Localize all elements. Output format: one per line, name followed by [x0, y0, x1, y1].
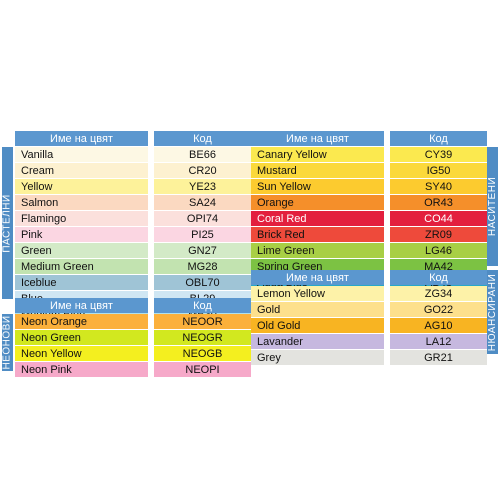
color-code: CO44: [390, 211, 487, 226]
color-row: Lavander LA12: [251, 334, 487, 349]
table-header: Име на цвят Код: [251, 270, 487, 285]
color-name: Grey: [251, 350, 384, 365]
color-code: NEOPI: [154, 362, 251, 377]
color-code: CR20: [154, 163, 251, 178]
table-header: Име на цвят Код: [251, 131, 487, 146]
color-row: Iceblue OBL70: [15, 275, 251, 290]
side-label-neon-text: НЕОНОВИ: [2, 315, 13, 370]
color-row: Lemon Yellow ZG34: [251, 286, 487, 301]
color-row: Cream CR20: [15, 163, 251, 178]
color-name: Neon Green: [15, 330, 148, 345]
color-code: ZR09: [390, 227, 487, 242]
color-code: AG10: [390, 318, 487, 333]
color-name: Vanilla: [15, 147, 148, 162]
table-nuanced: Име на цвят Код Lemon Yellow ZG34 Gold GO22 Ol…: [251, 270, 487, 366]
color-row: Neon Orange NEOOR: [15, 314, 251, 329]
color-row: Flamingo OPI74: [15, 211, 251, 226]
color-code: OBL70: [154, 275, 251, 290]
color-code: GN27: [154, 243, 251, 258]
side-label-nuanced: НЮАНСИРАНИ: [487, 270, 498, 354]
color-code: CY39: [390, 147, 487, 162]
color-code: NEOGB: [154, 346, 251, 361]
header-code: Код: [390, 270, 487, 285]
color-row: Grey GR21: [251, 350, 487, 365]
color-name: Salmon: [15, 195, 148, 210]
color-code: GR21: [390, 350, 487, 365]
color-code: SY40: [390, 179, 487, 194]
color-name: Pink: [15, 227, 148, 242]
side-label-intense: НАСИТЕНИ: [487, 147, 498, 266]
color-code: MG28: [154, 259, 251, 274]
color-code: YE23: [154, 179, 251, 194]
color-name: Gold: [251, 302, 384, 317]
color-row: Old Gold AG10: [251, 318, 487, 333]
side-label-neon: НЕОНОВИ: [2, 314, 13, 371]
color-code: NEOOR: [154, 314, 251, 329]
header-name: Име на цвят: [15, 131, 148, 146]
color-code: SA24: [154, 195, 251, 210]
header-code: Код: [154, 298, 251, 313]
color-name: Lemon Yellow: [251, 286, 384, 301]
color-code: OPI74: [154, 211, 251, 226]
side-label-pastel: ПАСТЕЛНИ: [2, 147, 13, 299]
color-name: Green: [15, 243, 148, 258]
color-name: Yellow: [15, 179, 148, 194]
color-row: Neon Pink NEOPI: [15, 362, 251, 377]
side-label-nuanced-text: НЮАНСИРАНИ: [487, 273, 498, 351]
header-name: Име на цвят: [251, 131, 384, 146]
color-name: Neon Yellow: [15, 346, 148, 361]
color-row: Brick Red ZR09: [251, 227, 487, 242]
color-name: Brick Red: [251, 227, 384, 242]
color-row: Salmon SA24: [15, 195, 251, 210]
color-name: Canary Yellow: [251, 147, 384, 162]
color-name: Sun Yellow: [251, 179, 384, 194]
table-intense: Име на цвят Код Canary Yellow CY39 Mustard IG…: [251, 131, 487, 291]
color-row: Orange OR43: [251, 195, 487, 210]
color-name: Medium Green: [15, 259, 148, 274]
color-row: Coral Red CO44: [251, 211, 487, 226]
color-row: Neon Yellow NEOGB: [15, 346, 251, 361]
color-row: Green GN27: [15, 243, 251, 258]
color-row: Yellow YE23: [15, 179, 251, 194]
color-row: Mustard IG50: [251, 163, 487, 178]
color-row: Canary Yellow CY39: [251, 147, 487, 162]
side-label-pastel-text: ПАСТЕЛНИ: [2, 193, 13, 253]
color-row: Neon Green NEOGR: [15, 330, 251, 345]
color-name: Flamingo: [15, 211, 148, 226]
header-code: Код: [154, 131, 251, 146]
color-row: Sun Yellow SY40: [251, 179, 487, 194]
table-neon: Име на цвят Код Neon Orange NEOOR Neon Green…: [15, 298, 251, 378]
color-name: Cream: [15, 163, 148, 178]
header-name: Име на цвят: [251, 270, 384, 285]
color-name: Iceblue: [15, 275, 148, 290]
color-name: Neon Orange: [15, 314, 148, 329]
side-label-intense-text: НАСИТЕНИ: [487, 176, 498, 237]
color-name: Lavander: [251, 334, 384, 349]
color-row: Gold GO22: [251, 302, 487, 317]
table-header: Име на цвят Код: [15, 298, 251, 313]
color-code: LA12: [390, 334, 487, 349]
color-row: Medium Green MG28: [15, 259, 251, 274]
table-header: Име на цвят Код: [15, 131, 251, 146]
color-name: Neon Pink: [15, 362, 148, 377]
header-name: Име на цвят: [15, 298, 148, 313]
color-code: BE66: [154, 147, 251, 162]
color-code: GO22: [390, 302, 487, 317]
color-row: Pink PI25: [15, 227, 251, 242]
color-code: ZG34: [390, 286, 487, 301]
color-name: Mustard: [251, 163, 384, 178]
color-code: PI25: [154, 227, 251, 242]
color-code: NEOGR: [154, 330, 251, 345]
color-row: Lime Green LG46: [251, 243, 487, 258]
color-code: OR43: [390, 195, 487, 210]
table-pastel: Име на цвят Код Vanilla BE66 Cream CR20 Yellow…: [15, 131, 251, 323]
color-code: IG50: [390, 163, 487, 178]
color-row: Vanilla BE66: [15, 147, 251, 162]
color-name: Old Gold: [251, 318, 384, 333]
color-name: Coral Red: [251, 211, 384, 226]
color-name: Orange: [251, 195, 384, 210]
color-code: LG46: [390, 243, 487, 258]
header-code: Код: [390, 131, 487, 146]
color-name: Lime Green: [251, 243, 384, 258]
